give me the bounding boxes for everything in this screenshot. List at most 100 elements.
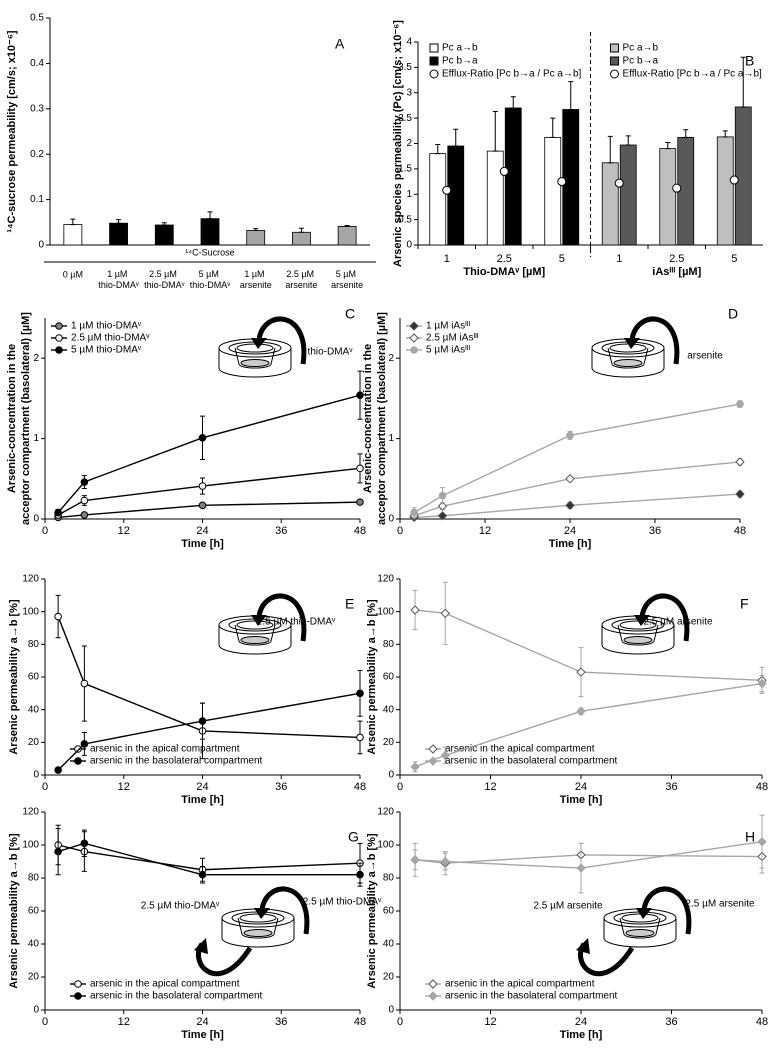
x-tick-label: 24 — [564, 525, 576, 537]
y-axis-label: Arsenic permeability a→b [%] — [8, 599, 20, 755]
data-point — [198, 870, 207, 879]
y-tick-label: 0 — [33, 1005, 39, 1016]
y-tick-label: 3.5 — [398, 62, 412, 73]
x-tick-label: 5 µM arsenite — [331, 269, 363, 290]
data-point — [80, 496, 89, 505]
panel-letter: B — [745, 53, 754, 69]
error-bar — [550, 117, 556, 138]
y-tick-label: 0.3 — [30, 103, 44, 114]
data-point — [356, 733, 364, 742]
data-point — [80, 839, 89, 848]
y-tick-label: 1 — [388, 433, 394, 444]
y-axis-label: Arsenic permeability a→b [%] — [366, 833, 378, 989]
legend-label: Pc b→a — [623, 56, 659, 67]
data-point — [735, 457, 745, 467]
x-tick-label: 24 — [196, 781, 208, 793]
series-line — [57, 394, 361, 514]
y-tick-label: 0.5 — [398, 214, 412, 225]
annotation: 2.5 µM arsenite — [685, 899, 755, 910]
x-tick-label: 36 — [665, 1016, 677, 1028]
legend-swatch — [610, 56, 619, 66]
x-tick-label: 12 — [118, 1016, 130, 1028]
legend-label: arsenic in the basolateral compartment — [90, 756, 263, 767]
icon — [234, 624, 276, 646]
group-label: ¹⁴C-Sucrose — [185, 247, 234, 257]
ratio-point — [729, 175, 739, 185]
series-line — [413, 461, 741, 517]
legend-marker — [55, 346, 63, 354]
y-tick-label: 0.2 — [30, 149, 44, 160]
data-point — [80, 740, 89, 748]
icon-arrow — [639, 593, 690, 642]
error-bar — [161, 222, 167, 226]
x-tick-label: 24 — [196, 1016, 208, 1028]
series-line — [57, 842, 360, 876]
ratio-point — [614, 178, 624, 188]
x-tick-label: 12 — [484, 1016, 496, 1028]
x-tick-label: 2.5 µM arsenite — [285, 269, 317, 290]
data-point — [80, 679, 89, 688]
icon — [613, 359, 643, 367]
icon — [619, 917, 661, 939]
series-line — [413, 403, 741, 514]
y-tick-label: 0.1 — [30, 194, 44, 205]
legend-label: arsenic in the apical compartment — [90, 744, 240, 755]
error-bar — [116, 219, 122, 224]
legend-label: Efflux-Ratio [Pc b→a / Pc a→b] — [442, 69, 582, 80]
error-bar — [207, 211, 213, 220]
y-tick-label: 1 — [406, 189, 412, 200]
group-title: iAsᴵᴵᴵ [µM] — [652, 266, 701, 278]
legend-marker — [409, 333, 419, 343]
y-tick-label: 0 — [38, 240, 44, 251]
y-tick-label: 0.5 — [30, 13, 44, 24]
error-bar — [568, 81, 574, 110]
y-tick-label: 4 — [406, 37, 412, 48]
annotation: 2.5 µM thio-DMAᵛ — [141, 901, 220, 912]
data-point — [438, 491, 447, 500]
legend-marker — [428, 744, 438, 754]
icon-arrow — [259, 886, 310, 935]
error-bar — [683, 129, 689, 138]
data-point — [576, 667, 586, 677]
data-point — [410, 762, 420, 772]
x-tick-label: 36 — [275, 781, 287, 793]
annotation: thio-DMAᵛ — [308, 347, 354, 358]
legend-label: Pc b→a — [442, 56, 478, 67]
y-tick-label: 20 — [383, 737, 395, 748]
y-tick-label: 40 — [383, 704, 395, 715]
data-point — [440, 750, 450, 761]
x-tick-label: 12 — [479, 525, 491, 537]
y-tick-label: 2.5 — [398, 113, 412, 124]
icon — [237, 917, 279, 939]
error-bar — [492, 111, 498, 152]
bar — [246, 230, 266, 246]
x-axis-label: Time [h] — [181, 794, 224, 806]
series-line — [415, 854, 763, 864]
y-tick-label: 100 — [377, 606, 394, 617]
error-bar — [70, 218, 76, 226]
y-tick-label: 120 — [377, 807, 394, 818]
data-point — [566, 431, 574, 440]
legend-swatch — [610, 69, 619, 79]
series-line — [58, 501, 361, 519]
x-tick-label: 2.5 — [497, 253, 512, 265]
icon — [625, 929, 655, 937]
data-point — [440, 608, 450, 619]
x-tick-label: 12 — [484, 781, 496, 793]
legend-label: Pc a→b — [442, 43, 478, 54]
y-tick-label: 40 — [28, 939, 40, 950]
y-tick-label: 20 — [28, 737, 40, 748]
x-tick-label: 48 — [354, 525, 366, 537]
x-tick-label: 24 — [575, 1016, 587, 1028]
y-tick-label: 3 — [406, 87, 412, 98]
x-tick-label: 1 — [444, 253, 450, 265]
legend-swatch — [429, 43, 439, 53]
x-tick-label: 0 — [397, 1016, 403, 1028]
data-point — [410, 508, 418, 517]
y-tick-label: 0.4 — [30, 58, 44, 69]
legend-marker — [55, 334, 63, 342]
legend-marker — [428, 979, 438, 989]
y-tick-label: 60 — [28, 672, 40, 683]
data-point — [356, 870, 364, 879]
bar — [109, 222, 128, 246]
